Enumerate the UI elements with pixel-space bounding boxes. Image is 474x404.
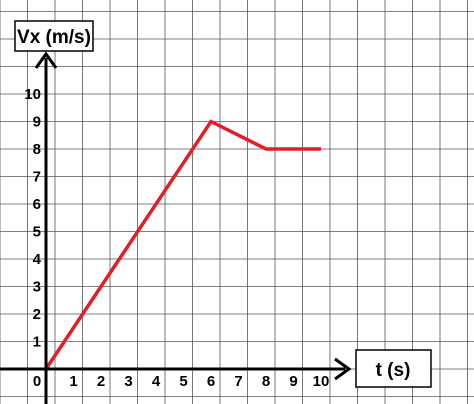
x-tick-label: 0: [33, 373, 41, 390]
series-line: [44, 119, 321, 370]
tick-labels: 0 1 2 3 4 5 6 7 8 9 10 1 2 3 4 5 6 7 8 9 10: [24, 86, 329, 390]
y-tick-label: 9: [33, 114, 41, 131]
series-layer: [44, 119, 321, 370]
x-axis-title: t (s): [376, 360, 411, 381]
axes: [0, 51, 352, 404]
y-tick-label: 10: [24, 86, 41, 103]
x-tick-label: 8: [262, 373, 270, 390]
x-tick-label: 1: [69, 373, 77, 390]
y-tick-label: 5: [33, 224, 41, 241]
x-tick-label: 5: [179, 373, 187, 390]
y-axis-title-box: Vx (m/s): [14, 20, 94, 52]
y-axis-arrowhead: [34, 51, 58, 69]
y-tick-label: 8: [33, 141, 41, 158]
y-tick-label: 4: [33, 251, 42, 268]
y-tick-label: 2: [33, 306, 41, 323]
y-tick-label: 1: [33, 334, 41, 351]
x-tick-label: 3: [124, 373, 132, 390]
x-axis-arrowhead: [334, 357, 352, 381]
y-tick-label: 3: [33, 279, 41, 296]
x-axis-title-box: t (s): [355, 349, 432, 388]
x-tick-label: 10: [313, 373, 330, 390]
x-tick-label: 2: [97, 373, 105, 390]
x-tick-label: 4: [152, 373, 161, 390]
x-tick-label: 6: [207, 373, 215, 390]
y-axis-title: Vx (m/s): [17, 27, 91, 48]
y-tick-label: 6: [33, 196, 41, 213]
y-tick-label: 7: [33, 169, 41, 186]
x-tick-label: 9: [289, 373, 297, 390]
x-tick-label: 7: [234, 373, 242, 390]
